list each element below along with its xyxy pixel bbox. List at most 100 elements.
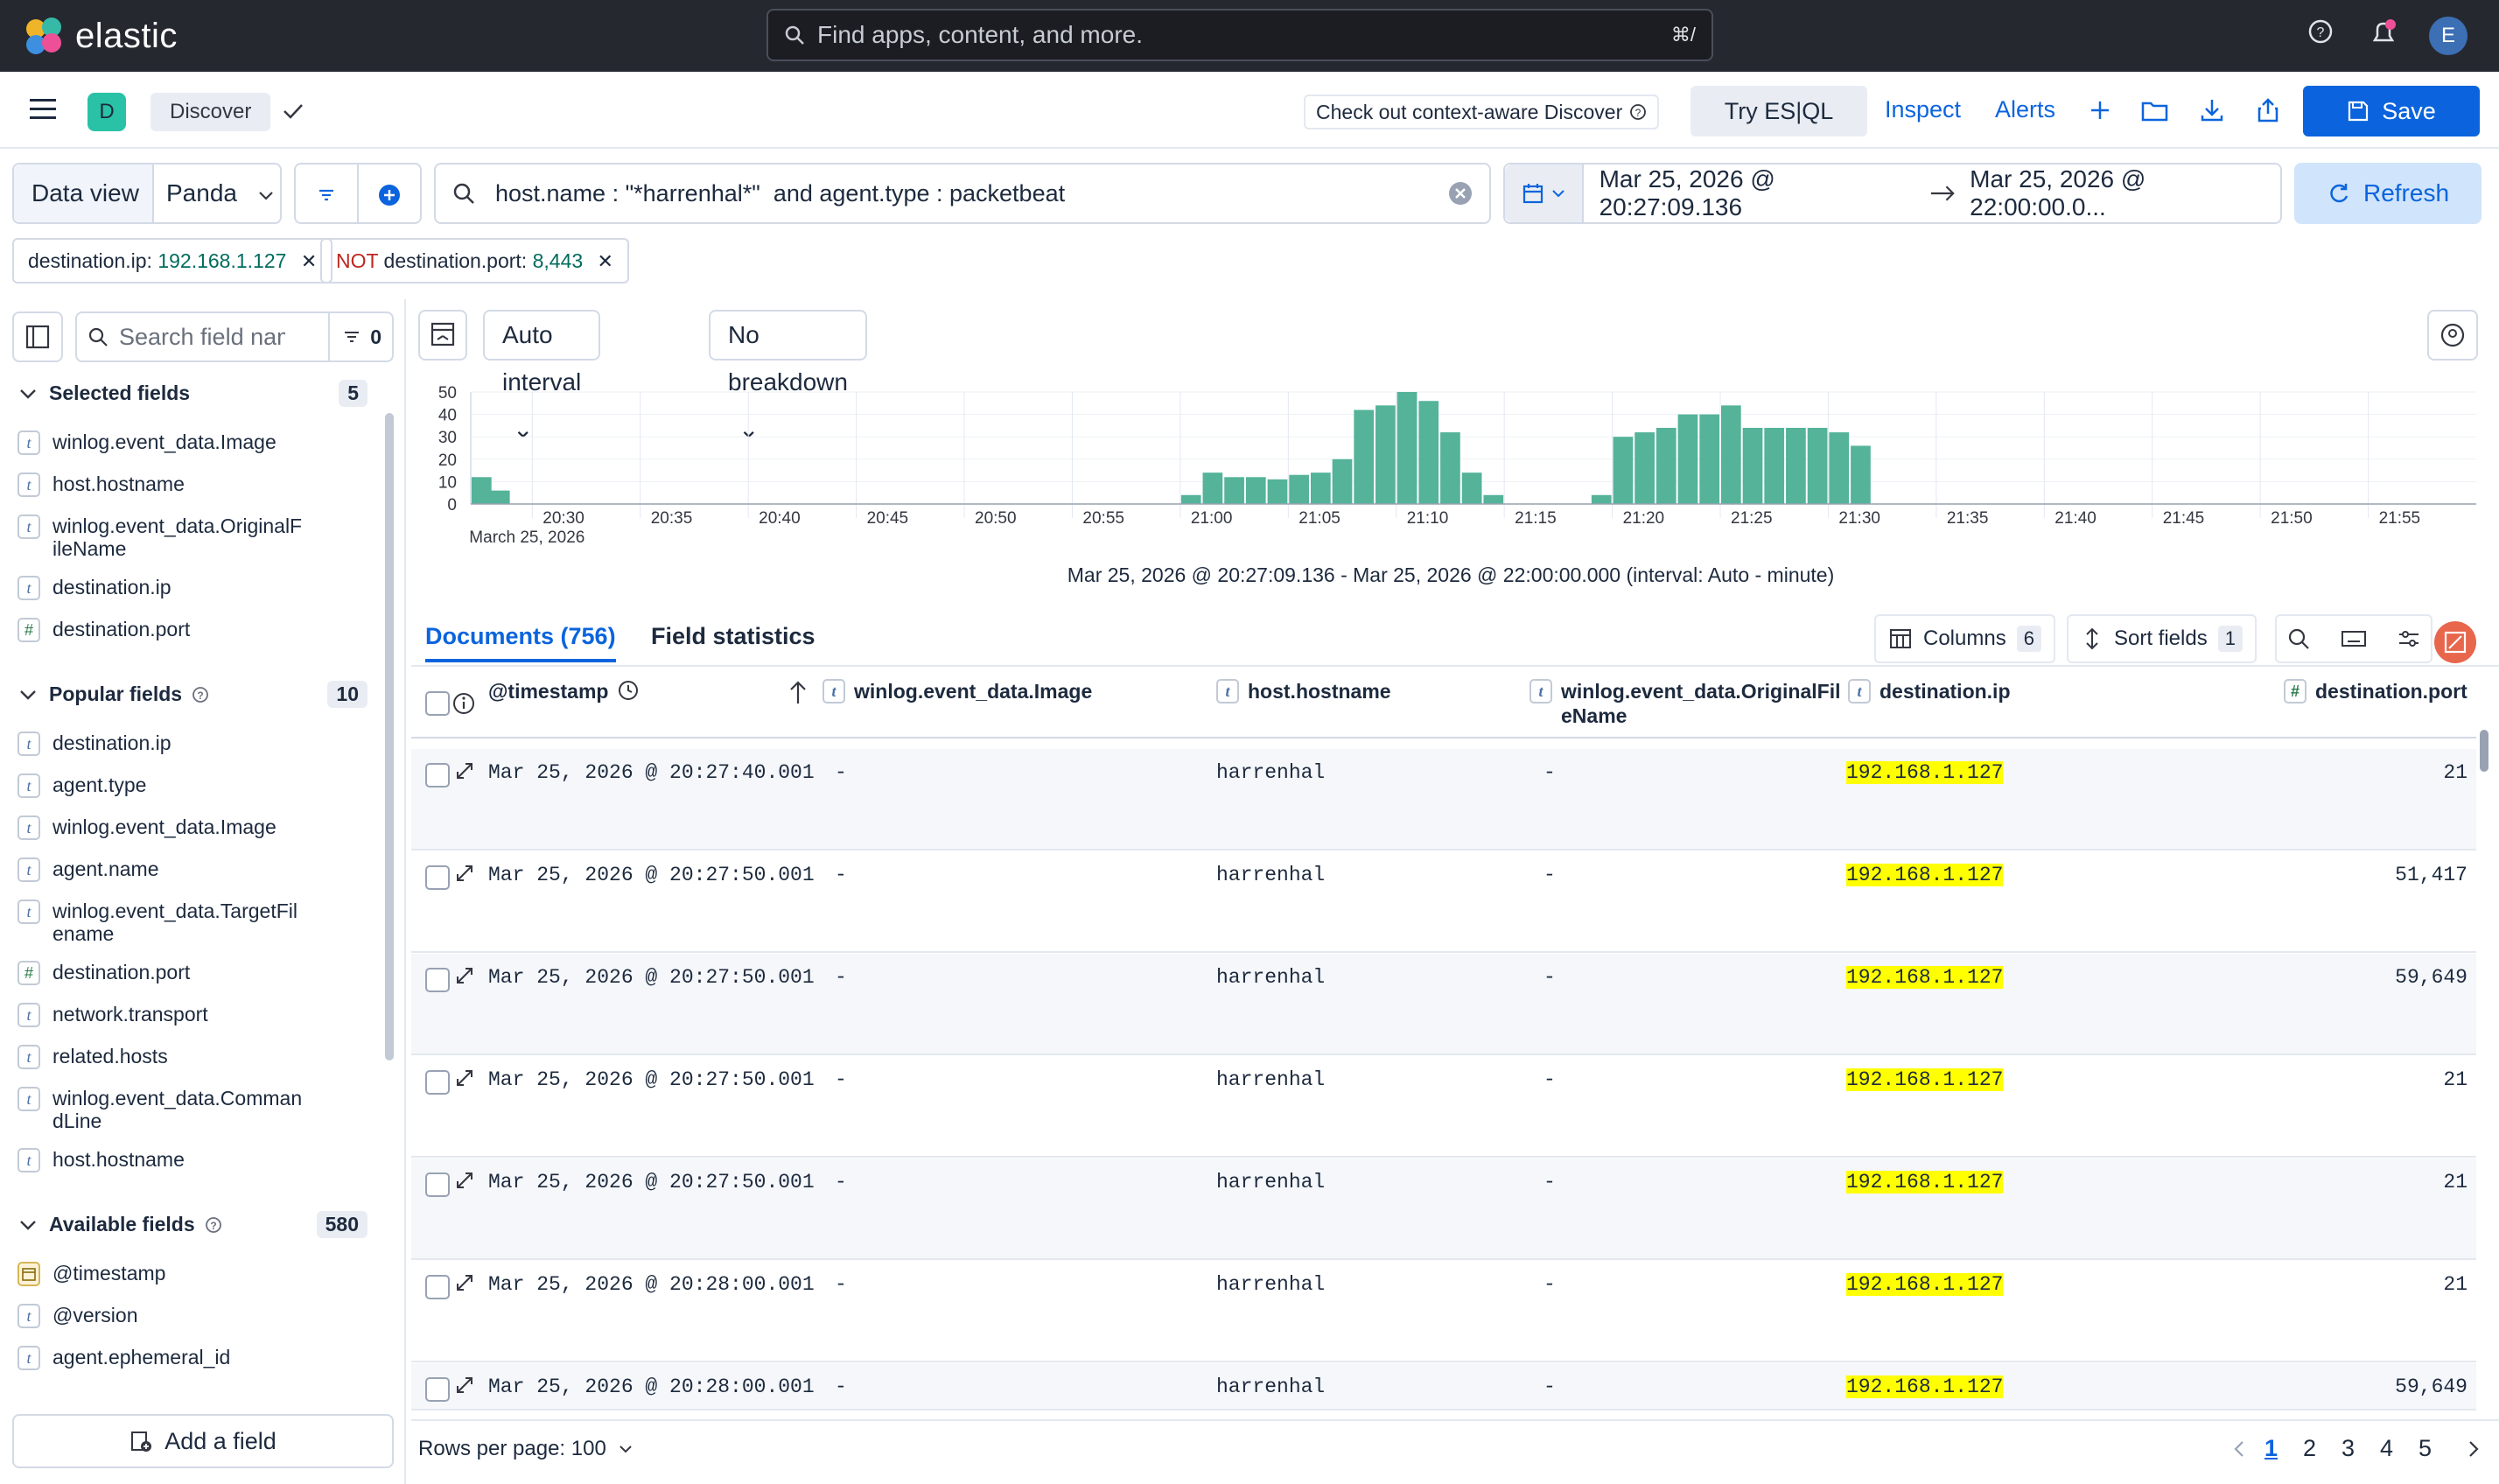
table-row[interactable]: Mar 25, 2026 @ 20:28:00.001- harrenhal -19… (411, 1261, 2476, 1362)
user-avatar[interactable]: E (2429, 17, 2468, 55)
previous-page-icon[interactable] (2230, 1438, 2250, 1466)
column-header-original-filename[interactable]: t winlog.event_data.OriginalFil eName (1530, 679, 1841, 728)
sidebar-field-item[interactable]: t winlog.event_data.Image (18, 430, 306, 455)
alerts-button[interactable]: Alerts (1995, 96, 2056, 122)
time-start[interactable]: Mar 25, 2026 @ 20:27:09.136 (1599, 165, 1775, 220)
interval-dropdown[interactable]: Auto interval ⌄ (483, 310, 601, 443)
sort-ascending-icon[interactable] (786, 679, 810, 712)
sidebar-field-item[interactable]: t destination.ip (18, 576, 306, 600)
add-filter-button[interactable] (359, 164, 420, 222)
sidebar-field-item[interactable]: t agent.ephemeral_id (18, 1346, 306, 1370)
selected-fields-header[interactable]: Selected fields 5 (18, 380, 368, 407)
page-link-4[interactable]: 4 (2380, 1435, 2394, 1461)
table-row[interactable]: Mar 25, 2026 @ 20:27:50.001- harrenhal -19… (411, 1056, 2476, 1158)
sidebar-field-item[interactable]: t related.hosts (18, 1045, 306, 1069)
sidebar-field-item[interactable]: t winlog.event_data.Image (18, 816, 306, 840)
available-fields-header[interactable]: Available fields ? 580 (18, 1211, 368, 1238)
breakdown-dropdown[interactable]: No breakdown ⌄ (709, 310, 867, 443)
breadcrumb-discover[interactable]: Discover (150, 93, 271, 131)
new-icon[interactable] (2086, 96, 2114, 129)
notifications-icon[interactable] (2366, 18, 2401, 52)
column-header-image[interactable]: t winlog.event_data.Image (822, 679, 1092, 704)
time-end[interactable]: Mar 25, 2026 @ 22:00:00.0... (1970, 165, 2146, 220)
page-link-5[interactable]: 5 (2418, 1435, 2432, 1461)
filter-pill-destination-ip[interactable]: destination.ip: 192.168.1.127 ✕ (12, 238, 333, 284)
column-header-timestamp[interactable]: @timestamp (488, 679, 640, 704)
inspect-button[interactable]: Inspect (1885, 96, 1962, 122)
fullscreen-icon[interactable] (2434, 621, 2476, 663)
save-button[interactable]: Save (2303, 86, 2480, 136)
filter-pill-destination-port[interactable]: NOT destination.port: 8,443 ✕ (320, 238, 629, 284)
column-header-hostname[interactable]: t host.hostname (1216, 679, 1391, 704)
sidebar-field-item[interactable]: t winlog.event_data.TargetFil ename (18, 900, 306, 945)
close-icon[interactable]: ✕ (597, 250, 613, 272)
row-checkbox[interactable] (425, 1275, 450, 1299)
table-row[interactable]: Mar 25, 2026 @ 20:27:40.001- harrenhal -19… (411, 749, 2476, 850)
rows-per-page-button[interactable]: Rows per page: 100 (418, 1437, 634, 1461)
clear-icon[interactable] (1447, 180, 1474, 206)
table-row[interactable]: Mar 25, 2026 @ 20:27:50.001- harrenhal -19… (411, 954, 2476, 1055)
next-page-icon[interactable] (2462, 1438, 2483, 1466)
expand-icon[interactable] (453, 1374, 476, 1403)
ai-assistant-button[interactable] (2427, 310, 2478, 360)
share-icon[interactable] (2254, 96, 2282, 129)
time-picker[interactable]: Mar 25, 2026 @ 20:27:09.136 Mar 25, 2026… (1503, 163, 2282, 224)
sort-fields-button[interactable]: Sort fields 1 (2067, 614, 2257, 663)
sidebar-field-item[interactable]: # destination.port (18, 618, 306, 642)
select-all-checkbox[interactable] (425, 691, 450, 716)
sidebar-field-item[interactable]: t host.hostname (18, 472, 306, 497)
info-icon[interactable] (450, 690, 478, 723)
popular-fields-header[interactable]: Popular fields ? 10 (18, 681, 368, 708)
row-checkbox[interactable] (425, 968, 450, 992)
download-icon[interactable] (2198, 96, 2226, 129)
filter-type-button[interactable]: 0 (328, 313, 382, 360)
column-header-destination-port[interactable]: # destination.port (2284, 679, 2468, 704)
data-view-picker[interactable]: Data view Panda (12, 163, 282, 224)
elastic-logo[interactable]: elastic (24, 16, 178, 56)
field-search-input[interactable]: Search field names 0 (75, 312, 394, 362)
table-row[interactable]: Mar 25, 2026 @ 20:27:50.001- harrenhal -19… (411, 851, 2476, 953)
kql-query-input[interactable]: host.name : "*harrenhal*" and agent.type… (434, 163, 1491, 224)
page-link-1[interactable]: 1 (2264, 1435, 2278, 1461)
expand-icon[interactable] (453, 760, 476, 788)
page-link-2[interactable]: 2 (2303, 1435, 2317, 1461)
display-settings-icon[interactable] (2397, 626, 2421, 651)
quick-menu-button[interactable] (1505, 164, 1584, 222)
filter-options-button[interactable] (296, 164, 359, 222)
sidebar-scrollbar[interactable] (385, 413, 394, 1060)
sidebar-field-item[interactable]: t winlog.event_data.OriginalF ileName (18, 514, 306, 560)
tab-field-statistics[interactable]: Field statistics (651, 623, 816, 649)
sidebar-field-item[interactable]: t winlog.event_data.Comman dLine (18, 1087, 306, 1132)
help-icon[interactable]: ? (2303, 18, 2338, 52)
grid-scrollbar[interactable] (2480, 730, 2488, 772)
sidebar-field-item[interactable]: t agent.type (18, 774, 306, 798)
chart-options-button[interactable] (418, 310, 467, 360)
sidebar-field-item[interactable]: @timestamp (18, 1262, 306, 1286)
sidebar-field-item[interactable]: t agent.name (18, 858, 306, 882)
search-icon[interactable] (2286, 626, 2311, 651)
try-esql-button[interactable]: Try ES|QL (1690, 86, 1867, 136)
space-badge[interactable]: D (88, 93, 126, 131)
table-row[interactable]: Mar 25, 2026 @ 20:28:00.001- harrenhal -19… (411, 1363, 2476, 1410)
refresh-button[interactable]: Refresh (2294, 163, 2482, 224)
close-icon[interactable]: ✕ (300, 250, 318, 272)
tab-documents[interactable]: Documents (756) (425, 623, 616, 662)
page-link-3[interactable]: 3 (2342, 1435, 2356, 1461)
histogram-chart[interactable]: 50 40 30 20 10 0 20:30 20:35 20:40 20:45 20:50 20:5… (418, 380, 2483, 564)
row-checkbox[interactable] (425, 763, 450, 788)
column-header-destination-ip[interactable]: t destination.ip (1848, 679, 2011, 704)
expand-icon[interactable] (453, 1169, 476, 1198)
sidebar-field-item[interactable]: t @version (18, 1304, 306, 1328)
sidebar-field-item[interactable]: # destination.port (18, 961, 306, 985)
row-checkbox[interactable] (425, 1070, 450, 1095)
sidebar-field-item[interactable]: t network.transport (18, 1003, 306, 1027)
add-field-button[interactable]: Add a field (12, 1414, 394, 1468)
collapse-sidebar-button[interactable] (12, 312, 63, 362)
sidebar-field-item[interactable]: t host.hostname (18, 1148, 306, 1172)
row-checkbox[interactable] (425, 865, 450, 890)
expand-icon[interactable] (453, 1271, 476, 1300)
expand-icon[interactable] (453, 964, 476, 993)
menu-icon[interactable] (28, 96, 60, 127)
columns-button[interactable]: Columns 6 (1874, 614, 2055, 663)
global-search-input[interactable]: Find apps, content, and more. ⌘/ (766, 9, 1713, 61)
